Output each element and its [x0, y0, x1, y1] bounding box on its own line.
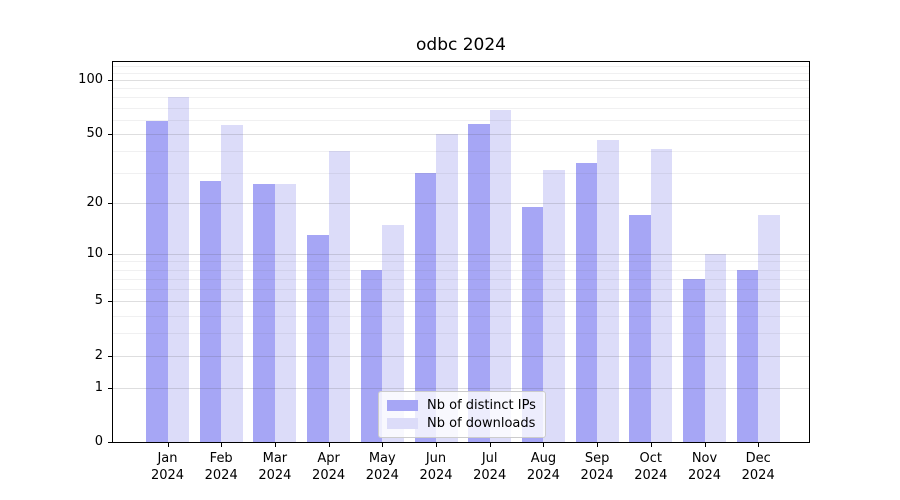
xtick-mark-jul: [489, 443, 491, 447]
xtick-mark-mar: [274, 443, 276, 447]
bar-nb-of-distinct-ips-may: [360, 269, 383, 442]
xtick-mark-dec: [758, 443, 760, 447]
xtick-mark-aug: [543, 443, 545, 447]
xtick-label-oct: Oct 2024: [634, 451, 668, 483]
ytick-mark-1: [108, 387, 112, 389]
bar-nb-of-distinct-ips-sep: [575, 163, 598, 442]
xtick-label-sep: Sep 2024: [580, 451, 614, 483]
ytick-mark-10: [108, 253, 112, 255]
xtick-label-feb: Feb 2024: [204, 451, 238, 483]
bar-nb-of-distinct-ips-mar: [253, 183, 275, 442]
ytick-label-20: 20: [86, 195, 103, 211]
bars-layer: [113, 62, 809, 442]
xtick-label-dec: Dec 2024: [741, 451, 775, 483]
bar-nb-of-downloads-nov: [704, 253, 726, 442]
xtick-label-mar: Mar 2024: [258, 451, 292, 483]
ytick-label-10: 10: [86, 245, 103, 261]
bar-nb-of-downloads-sep: [597, 140, 619, 442]
chart-title: odbc 2024: [416, 35, 506, 55]
ytick-label-100: 100: [78, 72, 103, 87]
xtick-label-jul: Jul 2024: [473, 451, 507, 483]
ytick-mark-5: [108, 301, 112, 303]
bar-nb-of-downloads-aug: [543, 170, 565, 442]
ytick-mark-20: [108, 203, 112, 205]
xtick-label-nov: Nov 2024: [687, 451, 722, 483]
plot-area: Nb of distinct IPs Nb of downloads: [112, 61, 810, 443]
bar-nb-of-distinct-ips-jun: [414, 172, 436, 442]
legend-label-downloads: Nb of downloads: [427, 416, 536, 431]
ytick-mark-2: [108, 355, 112, 357]
ytick-label-50: 50: [86, 125, 103, 141]
bar-nb-of-downloads-dec: [758, 215, 780, 442]
bar-nb-of-distinct-ips-jul: [468, 123, 490, 442]
ytick-mark-50: [108, 133, 112, 135]
bar-nb-of-downloads-feb: [221, 124, 243, 442]
legend: Nb of distinct IPs Nb of downloads: [378, 391, 546, 438]
xtick-mark-nov: [704, 443, 706, 447]
xtick-mark-may: [382, 443, 384, 447]
xtick-label-jun: Jun 2024: [419, 451, 453, 483]
xtick-label-apr: Apr 2024: [312, 451, 346, 483]
legend-swatch-distinct-ips: [387, 400, 418, 411]
bar-nb-of-downloads-jun: [436, 133, 458, 442]
xtick-mark-jan: [167, 443, 169, 447]
bar-nb-of-distinct-ips-apr: [307, 235, 329, 442]
ytick-mark-0: [108, 442, 112, 443]
bar-nb-of-downloads-jan: [167, 97, 189, 442]
legend-item-downloads: Nb of downloads: [387, 416, 537, 431]
bar-nb-of-distinct-ips-feb: [199, 180, 222, 442]
bar-nb-of-downloads-may: [382, 224, 404, 442]
bar-nb-of-distinct-ips-oct: [629, 215, 651, 442]
xtick-mark-oct: [650, 443, 652, 447]
legend-label-distinct-ips: Nb of distinct IPs: [427, 398, 536, 413]
xtick-mark-feb: [221, 443, 223, 447]
bar-nb-of-distinct-ips-jan: [146, 120, 168, 442]
ytick-label-1: 1: [94, 379, 103, 395]
ytick-label-5: 5: [94, 293, 103, 309]
xtick-mark-sep: [597, 443, 599, 447]
xtick-label-may: May 2024: [365, 451, 399, 483]
xtick-label-aug: Aug 2024: [526, 451, 560, 483]
ytick-label-0: 0: [94, 434, 103, 449]
bar-nb-of-downloads-oct: [650, 148, 673, 442]
bar-nb-of-downloads-mar: [274, 183, 297, 442]
bar-nb-of-downloads-jul: [489, 109, 512, 442]
legend-item-distinct-ips: Nb of distinct IPs: [387, 398, 537, 413]
xtick-label-jan: Jan 2024: [150, 451, 185, 483]
bar-nb-of-distinct-ips-dec: [736, 269, 759, 442]
legend-swatch-downloads: [387, 418, 418, 429]
xtick-mark-jun: [436, 443, 437, 447]
xtick-mark-apr: [328, 443, 330, 447]
bar-nb-of-distinct-ips-aug: [521, 207, 544, 442]
ytick-label-2: 2: [94, 347, 103, 363]
bar-nb-of-downloads-apr: [328, 150, 351, 442]
bar-nb-of-distinct-ips-nov: [683, 278, 705, 442]
ytick-mark-100: [108, 80, 112, 81]
